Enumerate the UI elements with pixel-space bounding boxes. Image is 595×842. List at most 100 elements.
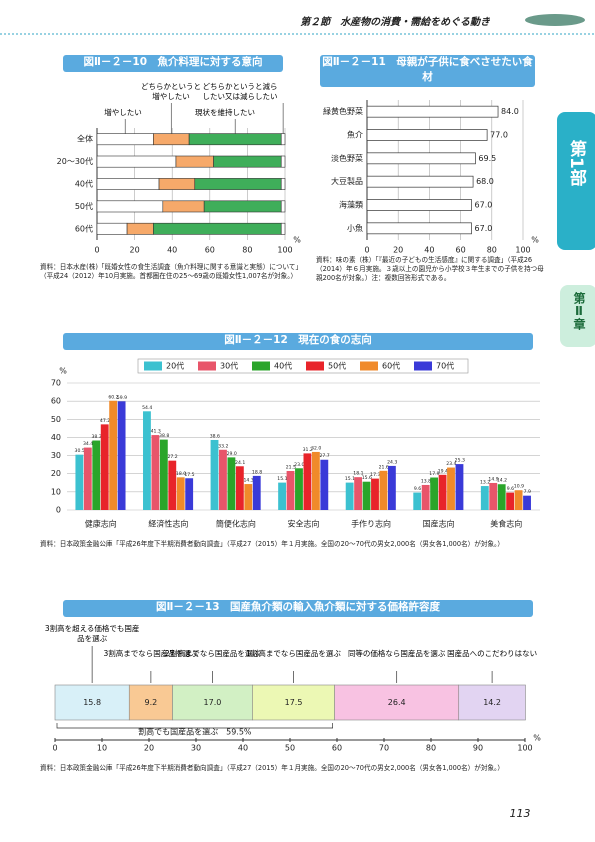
bar — [523, 495, 531, 510]
value-label: 32.0 — [311, 445, 321, 451]
bar-segment — [213, 155, 282, 168]
y-tick-label: 海藻類 — [339, 200, 363, 210]
value-label: 25.3 — [455, 458, 465, 464]
y-tick-label: 20～30代 — [57, 156, 93, 166]
page-number: 113 — [510, 807, 531, 820]
value-label: 17.5 — [184, 472, 194, 478]
x-tick-label: 20 — [393, 246, 403, 255]
legend-swatch — [306, 361, 324, 371]
bar — [354, 477, 363, 510]
value-label: 59.9 — [117, 395, 127, 401]
value-label: 7.9 — [524, 489, 531, 495]
bar — [387, 465, 396, 510]
legend-label: 70代 — [436, 361, 454, 371]
legend-swatch — [360, 361, 378, 371]
bar — [295, 468, 303, 510]
legend-label: 20代 — [166, 361, 184, 371]
y-tick-label: 0 — [56, 506, 61, 515]
part-tab — [557, 112, 595, 250]
x-tick-label: 国産志向 — [423, 519, 455, 529]
y-tick-label: 大豆製品 — [331, 176, 363, 186]
x-tick-label: 0 — [94, 246, 99, 255]
bar — [92, 440, 101, 510]
legend-swatch — [414, 361, 432, 371]
y-tick-label: 緑黄色野菜 — [323, 106, 363, 116]
series-label: 3割高を超える価格でも国産品を選ぶ — [44, 624, 140, 643]
axis-unit: % — [533, 734, 541, 743]
value-label: 67.0 — [475, 201, 493, 210]
bar — [75, 454, 84, 510]
x-tick-label: 経済性志向 — [148, 519, 188, 529]
x-tick-label: 0 — [364, 246, 369, 255]
series-label: 国産品へのこだわりはない — [447, 649, 538, 658]
x-tick-label: 10 — [97, 744, 107, 753]
chart-title: 図Ⅱ－２－10 魚介料理に対する意向 — [63, 55, 283, 72]
bar — [244, 484, 253, 510]
value-label: 38.8 — [159, 433, 169, 439]
bar-segment — [96, 133, 154, 146]
bar — [109, 400, 118, 510]
chart-note: 資料：日本水産(株)「既婚女性の食生活調査（魚介料理に関する意識と実態）について… — [40, 263, 299, 280]
x-tick-label: 60 — [332, 744, 342, 753]
y-tick-label: 60代 — [75, 223, 93, 233]
value-label: 18.1 — [353, 471, 363, 477]
value-label: 77.0 — [490, 131, 508, 140]
legend-label: 40代 — [274, 361, 292, 371]
value-label: 30.5 — [75, 448, 85, 454]
bar — [345, 482, 354, 510]
bar — [278, 482, 287, 510]
bar-segment — [334, 684, 460, 721]
x-tick-label: 40 — [238, 744, 248, 753]
y-tick-label: 魚介 — [347, 130, 363, 140]
bar — [447, 467, 455, 510]
bracket — [56, 723, 333, 729]
value-label: 14.9 — [488, 476, 498, 482]
x-tick-label: 80 — [426, 744, 436, 753]
y-tick-label: 50 — [51, 415, 61, 424]
value-label: 17.0 — [204, 698, 222, 707]
bar-segment — [280, 155, 286, 168]
bar — [185, 478, 194, 510]
bar — [168, 460, 177, 510]
bar-segment — [162, 200, 205, 213]
x-tick-label: 手作り志向 — [351, 519, 391, 529]
bar-segment — [128, 684, 173, 721]
chart-note: 資料：日本政策金融公庫「平成26年度下半期消費者動向調査」（平成27（2015）… — [40, 540, 504, 548]
x-tick-label: 40 — [424, 246, 434, 255]
value-label: 21.6 — [379, 464, 389, 470]
bar — [362, 481, 371, 510]
x-tick-label: 健康志向 — [85, 519, 117, 529]
bar-segment — [203, 200, 282, 213]
x-tick-label: 100 — [515, 246, 530, 255]
value-label: 23.4 — [446, 461, 456, 467]
value-label: 9.2 — [145, 698, 158, 707]
value-label: 38.6 — [210, 433, 220, 439]
legend-swatch — [252, 361, 270, 371]
legend-label: 30代 — [220, 361, 238, 371]
chart-note: 資料：味の素（株）「『最近の子どもの生活感度』に関する調査」（平成26（2014… — [316, 256, 544, 282]
chart-title: 図Ⅱ－２－12 現在の食の志向 — [63, 333, 533, 350]
bar-segment — [96, 155, 177, 168]
bar — [303, 453, 312, 510]
bar-segment — [96, 222, 128, 235]
x-tick-label: 美食志向 — [490, 519, 522, 529]
value-label: 15.1 — [345, 476, 355, 482]
x-tick-label: 簡便化志向 — [216, 519, 256, 529]
bar — [497, 484, 506, 510]
y-tick-label: 淡色野菜 — [331, 153, 363, 163]
x-tick-label: 40 — [167, 246, 177, 255]
y-tick-label: 50代 — [75, 201, 93, 211]
y-tick-label: 20 — [51, 469, 61, 478]
x-tick-label: 60 — [205, 246, 215, 255]
value-label: 13.2 — [480, 480, 490, 486]
value-label: 13.8 — [421, 478, 431, 484]
y-tick-label: 40代 — [75, 179, 93, 189]
x-tick-label: 50 — [285, 744, 295, 753]
value-label: 84.0 — [501, 107, 519, 116]
bar — [286, 470, 295, 510]
value-label: 29.0 — [227, 451, 237, 457]
value-label: 23.0 — [294, 462, 304, 468]
x-tick-label: 70 — [379, 744, 389, 753]
chapter-label: 第Ⅱ章 — [572, 292, 586, 330]
